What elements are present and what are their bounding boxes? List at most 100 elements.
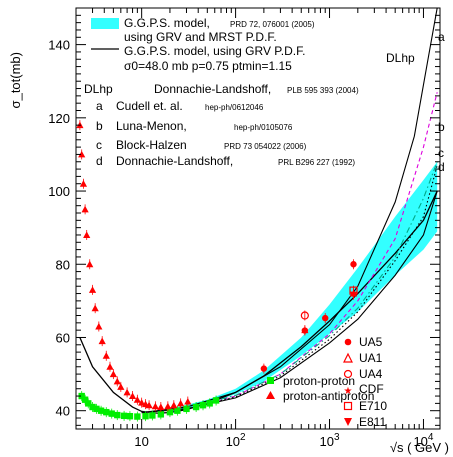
point-proton-proton xyxy=(108,410,115,417)
legend-exp-ua1: UA1 xyxy=(359,351,383,365)
legend-exp-e811: E811 xyxy=(359,415,386,429)
legend-ggps-line-text: G.G.P.S. model, using GRV P.D.F. xyxy=(124,44,305,58)
point-proton-antiproton xyxy=(138,399,146,406)
legend-ref-name-d: Donnachie-Landshoff, xyxy=(116,154,233,168)
legend-exp-e710: E710 xyxy=(359,399,387,413)
x-tick-label: 102 xyxy=(226,432,246,449)
point-proton-proton xyxy=(206,400,213,407)
point-proton-proton xyxy=(166,408,174,416)
legend-marker-proton-antiproton xyxy=(266,391,275,399)
point-proton-proton xyxy=(89,403,96,411)
legend-ref-cite-a: hep-ph/0612046 xyxy=(205,103,264,112)
point-proton-antiproton xyxy=(123,388,131,396)
plot-frame xyxy=(75,7,441,430)
legend-params: σ0=48.0 mb p=0.75 ptmin=1.15 xyxy=(124,59,292,73)
point-proton-proton xyxy=(103,408,110,416)
legend-marker-proton-proton xyxy=(267,377,274,384)
legend-marker-ua4 xyxy=(343,369,353,379)
legend-ref-name-b: Luna-Menon, xyxy=(116,119,187,133)
legend-marker-e710 xyxy=(343,401,353,411)
legend-ref-name-dlhp: Donnachie-Landshoff, xyxy=(154,82,271,96)
y-tick-label: 120 xyxy=(48,111,70,126)
data-points xyxy=(76,120,358,422)
legend-ref-cite-c: PRD 73 054022 (2006) xyxy=(224,142,307,151)
point-proton-proton xyxy=(120,412,128,420)
point-proton-proton xyxy=(93,405,100,413)
point-cdf xyxy=(350,261,357,268)
legend-ref-tag-b: b xyxy=(96,119,103,133)
curve-label-c: c xyxy=(438,146,444,160)
point-proton-antiproton xyxy=(98,337,106,345)
curve-label-a: a xyxy=(438,30,445,44)
point-proton-antiproton xyxy=(109,370,117,378)
point-proton-proton xyxy=(174,407,181,414)
legend-marker-cdf: ★ xyxy=(344,386,353,397)
y-tick-label: 100 xyxy=(48,184,70,199)
curve-dlhp xyxy=(141,7,438,414)
legend-ref-cite-dlhp: PLB 595 393 (2004) xyxy=(287,86,359,95)
x-tick-label: 103 xyxy=(320,432,340,449)
point-ua5 xyxy=(322,314,329,322)
point-proton-antiproton xyxy=(133,396,141,403)
point-proton-antiproton xyxy=(81,205,89,213)
point-ua5 xyxy=(260,365,268,372)
legend-ggps-band-swatch xyxy=(91,18,119,29)
legend-ggps-band-text: G.G.P.S. model, xyxy=(124,16,210,30)
legend-ggps-band-text2: using GRV and MRST P.D.F. xyxy=(124,30,277,44)
point-proton-antiproton xyxy=(79,180,88,187)
legend-ref-name-c: Block-Halzen xyxy=(116,138,187,152)
point-proton-antiproton xyxy=(117,383,125,390)
curve-b xyxy=(141,161,438,414)
point-proton-proton xyxy=(85,400,92,407)
legend-exp-ua4: UA4 xyxy=(359,367,383,381)
point-proton-proton xyxy=(157,411,165,418)
legend-marker-ua5 xyxy=(344,338,352,346)
legend-ref-tag-dlhp: DLhp xyxy=(84,82,113,96)
point-proton-antiproton xyxy=(86,260,94,268)
point-proton-antiproton xyxy=(151,402,159,410)
legend-ref-cite-b: hep-ph/0105076 xyxy=(234,123,293,132)
point-proton-antiproton xyxy=(184,397,192,405)
legend-ref-cite-d: PRL B296 227 (1992) xyxy=(278,158,355,167)
y-tick-label: 140 xyxy=(48,38,70,53)
point-proton-antiproton xyxy=(145,401,153,409)
legend-marker-ua1 xyxy=(343,352,353,363)
x-tick-label: 10 xyxy=(134,434,148,449)
legend-proton-proton: proton-proton xyxy=(283,374,355,388)
curve-label-dlhp: DLhp xyxy=(386,51,415,65)
point-proton-proton xyxy=(199,402,207,409)
point-proton-proton xyxy=(134,413,141,420)
y-tick-label: 40 xyxy=(56,404,70,419)
y-tick-label: 80 xyxy=(56,257,70,272)
point-proton-antiproton xyxy=(95,322,103,330)
point-proton-antiproton xyxy=(88,286,97,293)
legend-ggps-band-ref: PRD 72, 076001 (2005) xyxy=(230,20,315,29)
point-proton-antiproton xyxy=(128,392,137,400)
point-cdf xyxy=(301,327,309,334)
point-ua4 xyxy=(300,311,309,320)
point-proton-proton xyxy=(97,407,105,414)
point-proton-antiproton xyxy=(170,401,178,409)
legend-exp-ua5: UA5 xyxy=(359,335,383,349)
point-proton-proton xyxy=(142,412,149,420)
point-proton-proton xyxy=(212,397,220,404)
point-proton-antiproton xyxy=(106,363,114,370)
point-proton-antiproton xyxy=(113,377,121,385)
point-proton-proton xyxy=(114,411,121,419)
point-proton-antiproton xyxy=(177,399,185,407)
legend-ref-tag-c: c xyxy=(96,138,102,152)
point-proton-proton xyxy=(126,412,134,420)
point-proton-antiproton xyxy=(91,304,99,312)
point-proton-proton xyxy=(192,403,200,411)
point-proton-proton xyxy=(149,412,156,419)
point-proton-proton xyxy=(183,405,190,413)
point-proton-proton xyxy=(78,392,85,400)
point-proton-antiproton xyxy=(78,150,86,158)
point-proton-antiproton xyxy=(83,231,91,238)
curve-label-d: d xyxy=(438,160,445,174)
point-proton-proton xyxy=(81,396,89,403)
legend-exp-cdf: CDF xyxy=(359,382,384,396)
legend-ref-tag-a: a xyxy=(96,99,103,113)
